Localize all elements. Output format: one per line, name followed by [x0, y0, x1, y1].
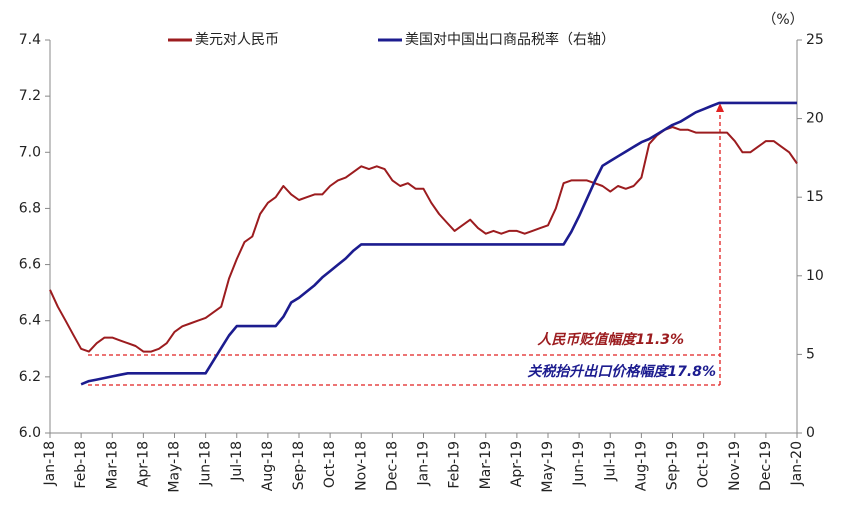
x-tick-label: Jul-18: [229, 441, 245, 482]
x-tick-label: Apr-19: [509, 441, 525, 487]
x-tick-label: Sep-19: [665, 441, 681, 490]
y2-tick-label: 10: [806, 268, 824, 284]
x-tick-label: May-19: [540, 441, 556, 493]
series-line: [49, 126, 798, 353]
y2-tick-label: 25: [806, 32, 824, 48]
x-tick-label: Jan-18: [42, 441, 58, 486]
x-tick-label: Aug-18: [260, 441, 276, 491]
x-tick-label: Apr-18: [135, 441, 151, 487]
x-tick-label: Aug-19: [633, 441, 649, 491]
y-tick-label: 6.0: [19, 425, 41, 441]
x-tick-label: Dec-19: [758, 441, 774, 491]
y-tick-label: 6.2: [19, 369, 41, 385]
legend-label: 美国对中国出口商品税率（右轴）: [405, 31, 615, 48]
y-tick-label: 7.2: [19, 88, 41, 104]
x-tick-label: May-18: [167, 441, 183, 493]
y2-tick-label: 20: [806, 111, 824, 127]
x-tick-label: Jun-18: [198, 441, 214, 487]
x-tick-label: Nov-18: [353, 441, 369, 491]
x-tick-label: Jun-19: [571, 441, 587, 487]
x-tick-label: Feb-19: [447, 441, 463, 489]
x-tick-label: Nov-19: [727, 441, 743, 491]
x-tick-label: Feb-18: [73, 441, 89, 489]
x-tick-label: Jul-19: [602, 441, 618, 482]
y-tick-label: 7.0: [19, 144, 41, 160]
x-tick-label: Oct-18: [322, 441, 338, 488]
y-tick-label: 6.8: [19, 200, 41, 216]
annotation: 关税抬升出口价格幅度17.8%: [527, 363, 716, 380]
x-tick-label: Oct-19: [696, 441, 712, 488]
arrow-head: [716, 103, 724, 112]
x-tick-label: Sep-18: [291, 441, 307, 490]
x-tick-label: Mar-18: [104, 441, 120, 489]
y-tick-label: 6.4: [19, 313, 41, 329]
x-tick-label: Jan-19: [416, 441, 432, 486]
legend-label: 美元对人民币: [195, 32, 279, 48]
y-tick-label: 7.4: [19, 32, 41, 48]
x-tick-label: Mar-19: [478, 441, 494, 489]
y2-unit: （%）: [762, 12, 803, 28]
x-tick-label: Jan-20: [789, 441, 805, 486]
y-tick-label: 6.6: [19, 257, 41, 273]
series-line: [80, 101, 797, 386]
y2-tick-label: 0: [806, 425, 815, 441]
y2-tick-label: 5: [806, 346, 815, 362]
x-tick-label: Dec-18: [384, 441, 400, 491]
annotation: 人民币贬值幅度11.3%: [537, 331, 684, 348]
y2-tick-label: 15: [806, 189, 824, 205]
